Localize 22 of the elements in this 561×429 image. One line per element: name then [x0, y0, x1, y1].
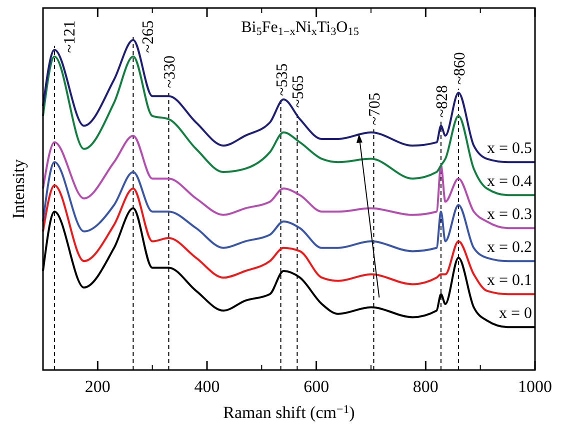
series-label: x = 0.2	[486, 239, 532, 256]
series-label: x = 0.4	[486, 173, 532, 190]
ref-line-label: ~330	[162, 55, 179, 88]
y-axis-title: Intensity	[9, 158, 28, 219]
chart-title: Bi$_{5}$Fe$_{1−x}$Ni$_{x}$Ti$_{3}$O$_{15}$	[241, 19, 359, 38]
x-tick-label: 600	[304, 377, 330, 396]
x-tick-label: 400	[194, 377, 220, 396]
x-tick-label: 200	[84, 377, 110, 396]
series-label: x = 0.1	[486, 272, 532, 290]
ref-line-label: ~860	[451, 52, 468, 85]
x-tick-label: 1000	[518, 377, 552, 396]
ref-line-label: ~705	[366, 92, 384, 126]
x-axis-title: Raman shift (cm$^{−1}$)	[223, 402, 355, 422]
ref-line-label: ~121	[61, 20, 78, 53]
ref-line-label: ~535	[274, 63, 291, 96]
ref-line-label: ~565	[290, 75, 308, 108]
series-label: x = 0	[498, 305, 532, 322]
series-label: x = 0.5	[486, 140, 532, 158]
ref-line-label: ~265	[140, 20, 158, 53]
x-tick-label: 800	[412, 377, 438, 396]
ref-line-label: ~828	[434, 85, 451, 118]
series-label: x = 0.3	[486, 206, 532, 224]
